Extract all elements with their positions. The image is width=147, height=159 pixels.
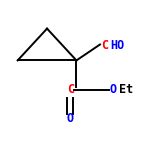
Text: C: C xyxy=(101,39,108,52)
Text: C: C xyxy=(67,83,74,96)
Text: Et: Et xyxy=(119,83,133,96)
Text: O: O xyxy=(110,83,117,96)
Text: HO: HO xyxy=(110,39,125,52)
Text: O: O xyxy=(66,112,74,125)
